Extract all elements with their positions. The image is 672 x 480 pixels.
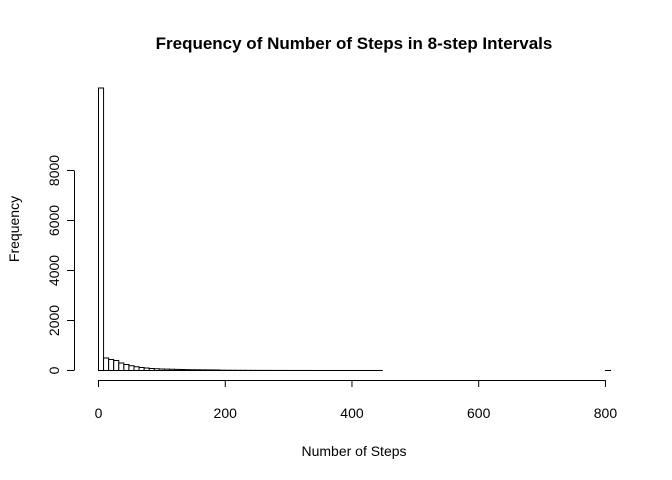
y-axis-label: Frequency	[6, 196, 22, 262]
y-tick-label: 2000	[46, 305, 62, 336]
histogram-bar	[199, 369, 206, 372]
bars-group	[98, 87, 611, 372]
histogram-bar	[174, 368, 181, 372]
histogram-bar	[179, 369, 186, 371]
x-tick-label: 400	[340, 405, 364, 421]
x-axis-label: Number of Steps	[301, 443, 406, 459]
histogram-bar	[118, 362, 125, 371]
x-tick-label: 600	[467, 405, 491, 421]
histogram-bar	[148, 368, 155, 371]
histogram-bar	[214, 369, 221, 371]
histogram-bar	[143, 367, 150, 371]
histogram-bar	[194, 369, 201, 371]
histogram-bar	[153, 368, 160, 371]
x-tick-label: 0	[95, 405, 103, 421]
y-axis: 0 2000 4000 6000 8000	[46, 155, 75, 374]
histogram-bar	[158, 368, 165, 371]
histogram-bar	[184, 369, 191, 372]
histogram-bar	[108, 359, 115, 371]
x-axis: 0 200 400 600 800	[95, 380, 618, 421]
y-tick-label: 0	[46, 366, 62, 374]
histogram-bar	[128, 365, 135, 371]
histogram-bar	[163, 368, 170, 372]
histogram-bar	[103, 357, 110, 371]
y-tick-label: 4000	[46, 255, 62, 286]
histogram-bar	[123, 364, 130, 371]
histogram-bar	[209, 369, 216, 372]
x-tick-label: 200	[214, 405, 238, 421]
histogram-bar	[168, 368, 176, 371]
histogram-bar	[98, 87, 105, 371]
histogram-bar	[138, 367, 145, 371]
histogram-bar	[113, 360, 120, 371]
y-tick-label: 6000	[46, 205, 62, 236]
y-tick-label: 8000	[46, 155, 62, 186]
histogram-bar	[204, 369, 211, 371]
chart-title: Frequency of Number of Steps in 8-step I…	[156, 34, 553, 53]
histogram-bar	[189, 369, 196, 371]
x-tick-label: 800	[594, 405, 618, 421]
histogram-bar	[133, 366, 140, 371]
